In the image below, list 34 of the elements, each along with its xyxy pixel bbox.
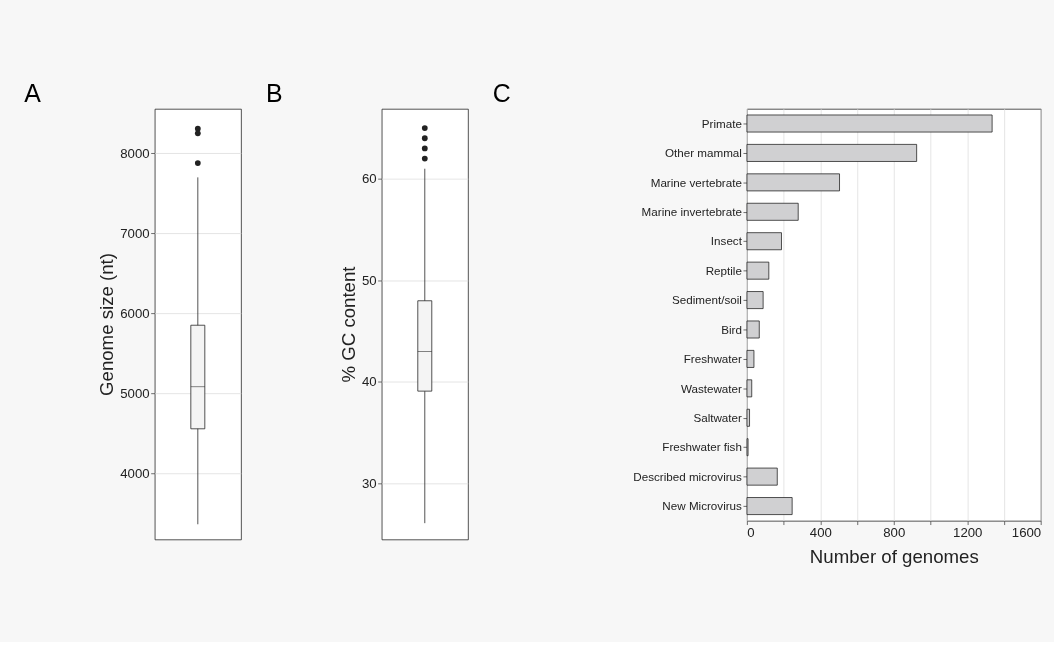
y-tick-label: 30 bbox=[361, 475, 377, 491]
y-axis-title: % GC content bbox=[337, 265, 359, 383]
y-tick-label: 5000 bbox=[120, 385, 150, 401]
y-tick-label: Described microvirus bbox=[633, 469, 743, 483]
y-tick-label: Marine invertebrate bbox=[641, 205, 742, 219]
text: C bbox=[492, 78, 511, 107]
y-tick-label: 6000 bbox=[120, 305, 150, 321]
y-tick-label: Wastewater bbox=[680, 381, 743, 395]
y-tick-label: Saltwater bbox=[693, 411, 743, 425]
y-tick-label: New Microvirus bbox=[662, 499, 743, 513]
x-axis-title: Number of genomes bbox=[809, 546, 979, 568]
y-tick-label: 60 bbox=[361, 171, 377, 187]
y-tick-label: Marine vertebrate bbox=[650, 175, 742, 189]
chart-title: B bbox=[265, 78, 283, 107]
y-tick-label: 50 bbox=[361, 272, 377, 288]
y-tick-label: Primate bbox=[701, 116, 742, 130]
x-tick-label: 0 bbox=[747, 524, 755, 540]
y-tick-label: 7000 bbox=[120, 225, 150, 241]
x-tick-label: 400 bbox=[809, 524, 832, 540]
x-tick-label: 1600 bbox=[1011, 524, 1042, 540]
y-tick-label: Bird bbox=[721, 322, 742, 336]
y-tick-label: Freshwater bbox=[683, 352, 743, 366]
y-tick-label: 8000 bbox=[120, 145, 150, 161]
y-tick-label: Freshwater fish bbox=[662, 440, 742, 454]
y-tick-label: 40 bbox=[361, 374, 377, 390]
y-tick-label: Insect bbox=[710, 234, 743, 248]
y-tick-label: 4000 bbox=[120, 466, 150, 482]
x-tick-label: 1200 bbox=[953, 524, 983, 540]
chart-title: A bbox=[24, 78, 42, 107]
x-tick-label: 800 bbox=[883, 524, 906, 540]
y-tick-label: Sediment/soil bbox=[672, 293, 742, 307]
y-tick-label: Other mammal bbox=[664, 146, 742, 160]
y-tick-label: Reptile bbox=[705, 263, 742, 277]
y-axis-title: Genome size (nt) bbox=[96, 253, 118, 396]
